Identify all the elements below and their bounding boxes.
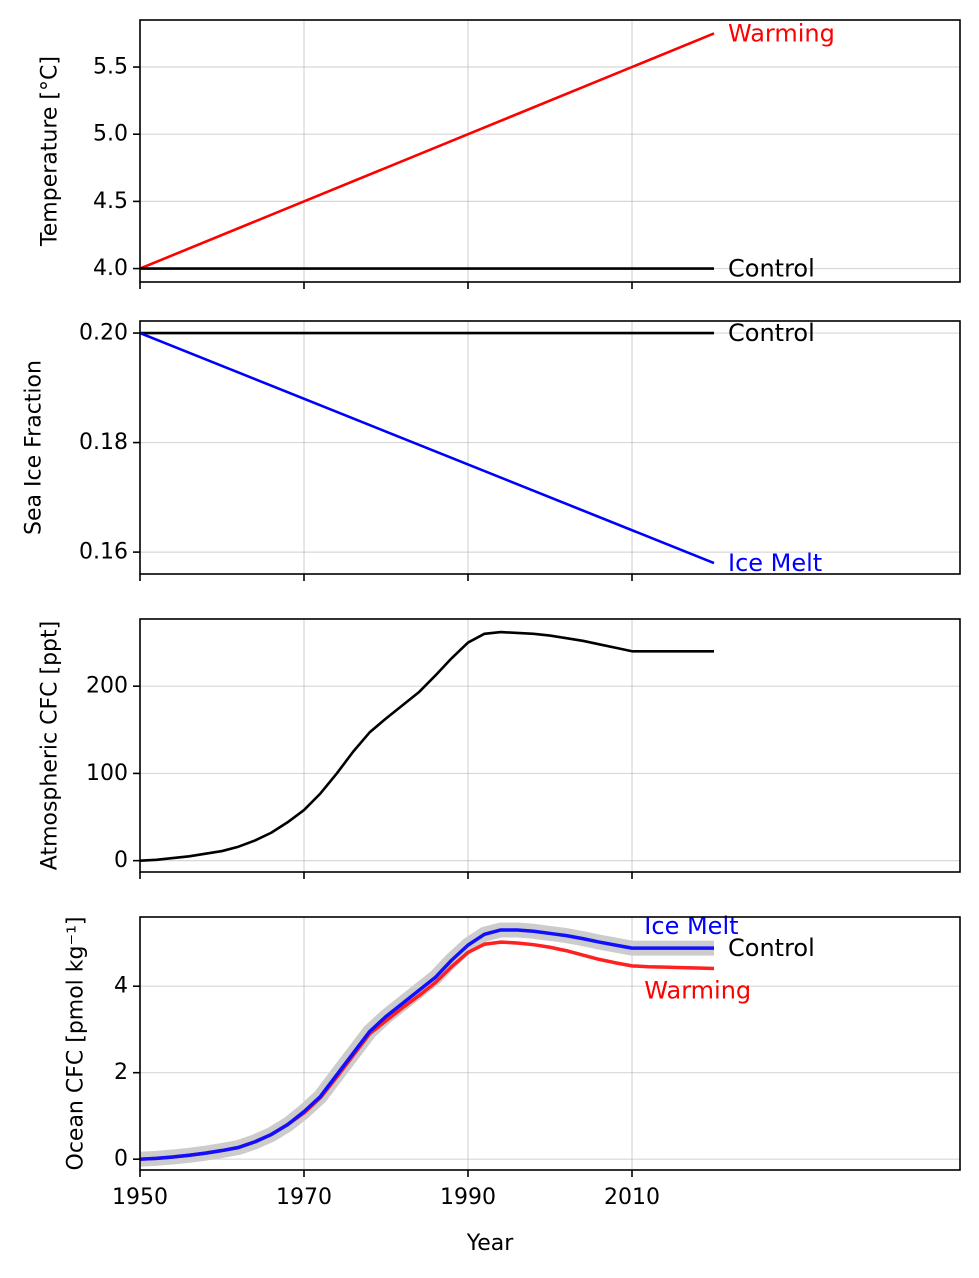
y-axis-label: Ocean CFC [pmol kg⁻¹] (64, 917, 89, 1171)
x-axis-label: Year (466, 1231, 515, 1256)
y-tick-label: 0.20 (79, 321, 128, 346)
series-label: Control (728, 319, 815, 347)
y-tick-label: 4.0 (93, 256, 128, 281)
y-axis-label: Temperature [°C] (38, 56, 63, 247)
series-line-1 (139, 630, 714, 862)
series-label: Ice Melt (728, 549, 822, 577)
y-tick-label: 2 (114, 1060, 128, 1085)
y-tick-label: 0.18 (79, 430, 128, 455)
y-tick-label: 100 (86, 761, 128, 786)
x-tick-label: 1950 (112, 1185, 168, 1210)
series-line-ice-melt (139, 928, 714, 1161)
panel-2: Control Ice Melt 0.16 0.18 0.20 Sea Ice Fract… (22, 319, 961, 581)
x-tick-label: 1990 (440, 1185, 496, 1210)
y-tick-label: 200 (86, 674, 128, 699)
y-tick-label: 0 (114, 1147, 128, 1172)
y-tick-label: 5.0 (93, 122, 128, 147)
y-tick-label: 4.5 (93, 189, 128, 214)
series-label: Warming (644, 976, 751, 1004)
y-tick-label: 0.16 (79, 540, 128, 565)
y-tick-label: 0 (114, 848, 128, 873)
panel-3: 0 100 200 Atmospheric CFC [ppt] (38, 618, 961, 879)
y-axis-label: Atmospheric CFC [ppt] (38, 621, 63, 870)
y-axis-label: Sea Ice Fraction (22, 360, 47, 535)
series-label: Warming (728, 19, 835, 47)
series-label: Control (728, 255, 815, 283)
series-line-warming (139, 32, 715, 270)
axes-frame (139, 916, 961, 1171)
series-line-ice-melt (139, 331, 715, 565)
series-label: Control (728, 934, 815, 962)
axes-frame (139, 618, 961, 873)
axes-frame (139, 19, 961, 283)
x-tick-label: 2010 (604, 1185, 660, 1210)
panel-1: Warming Control 4.0 4.5 5.0 5.5 Temperature [°… (38, 19, 961, 289)
x-tick-label: 1970 (276, 1185, 332, 1210)
y-tick-label: 5.5 (93, 55, 128, 80)
axes-frame (139, 320, 961, 575)
y-tick-label: 4 (114, 974, 128, 999)
